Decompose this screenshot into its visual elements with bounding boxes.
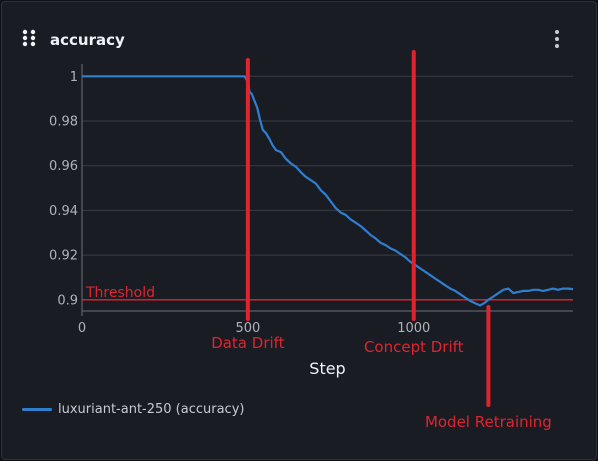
annotation-label: Data Drift — [211, 334, 284, 352]
panel-header: accuracy — [0, 0, 598, 49]
y-tick-label: 0.94 — [49, 204, 78, 219]
y-tick-label: 0.96 — [49, 159, 78, 174]
legend-label: luxuriant-ant-250 (accuracy) — [58, 401, 245, 417]
x-axis-label: Step — [309, 359, 345, 378]
y-tick-label: 0.92 — [49, 249, 78, 264]
x-tick-label: 500 — [235, 321, 260, 336]
more-options-icon[interactable] — [553, 29, 561, 49]
legend-swatch — [22, 407, 52, 411]
x-tick-label: 1000 — [397, 321, 430, 336]
annotation-label: Concept Drift — [364, 338, 464, 356]
legend[interactable]: luxuriant-ant-250 (accuracy) — [22, 400, 244, 418]
y-tick-label: 0.9 — [57, 293, 78, 308]
panel-title: accuracy — [50, 31, 125, 49]
y-tick-label: 0.98 — [49, 115, 78, 130]
threshold-label: Threshold — [85, 285, 155, 301]
series-line — [82, 75, 574, 307]
drag-handle-icon[interactable] — [22, 29, 36, 47]
y-tick-label: 1 — [70, 70, 78, 85]
x-tick-label: 0 — [78, 321, 86, 336]
annotation-label: Model Retraining — [425, 413, 552, 431]
